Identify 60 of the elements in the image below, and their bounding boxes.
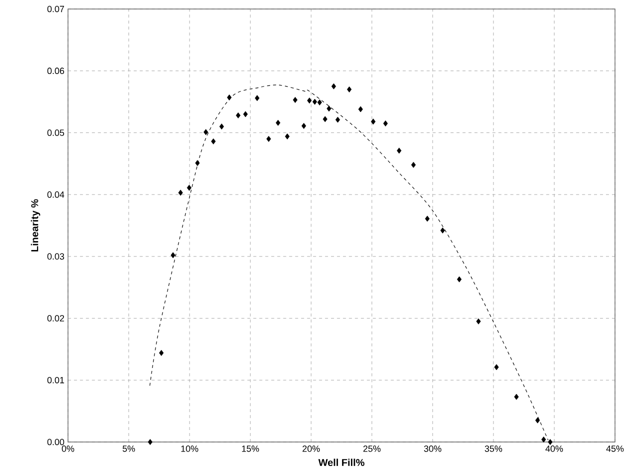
point [425, 216, 430, 222]
point [219, 124, 224, 130]
point [266, 136, 271, 142]
y-axis-title: Linearity % [30, 199, 40, 252]
x-tick-label: 0% [62, 446, 74, 452]
y-tick-label: 0.01 [47, 376, 64, 384]
point [326, 106, 332, 112]
y-tick-label: 0.06 [47, 68, 64, 74]
point [227, 94, 232, 100]
point [317, 99, 322, 106]
point [476, 318, 481, 324]
point [211, 138, 216, 144]
point [541, 436, 546, 443]
point [548, 439, 553, 445]
point [159, 350, 164, 356]
point [204, 129, 208, 136]
point [411, 162, 416, 168]
x-tick-label: 20% [302, 446, 320, 452]
point [148, 439, 152, 445]
point [322, 116, 328, 122]
x-tick-label: 40% [545, 446, 563, 452]
y-tick-label: 0.04 [47, 191, 64, 198]
x-tick-label: 15% [242, 446, 259, 452]
point [383, 120, 388, 126]
point [331, 83, 336, 90]
y-tick-label: 0.00 [47, 438, 64, 446]
point [457, 276, 462, 282]
point [346, 86, 352, 92]
x-tick-label: 45% [606, 446, 624, 452]
point [243, 111, 248, 118]
point [254, 95, 260, 102]
y-tick-label: 0.03 [47, 253, 64, 260]
point [302, 122, 306, 129]
point [335, 116, 340, 123]
point [284, 133, 290, 140]
point [440, 227, 445, 234]
point [292, 96, 298, 103]
point [170, 252, 176, 258]
point [236, 112, 240, 118]
y-tick-label: 0.02 [47, 315, 64, 322]
point [514, 394, 519, 400]
x-tick-label: 5% [122, 446, 135, 452]
point [358, 106, 363, 112]
x-axis-title: Well Fill% [318, 458, 364, 466]
point [396, 148, 402, 154]
x-tick-label: 30% [424, 446, 442, 452]
y-tick-label: 0.05 [47, 130, 64, 136]
point [276, 120, 280, 126]
point [370, 118, 376, 125]
point [312, 98, 318, 105]
point [178, 190, 183, 196]
point [307, 98, 312, 104]
point [494, 364, 499, 370]
x-tick-label: 35% [484, 446, 502, 452]
x-tick-label: 25% [363, 446, 381, 452]
point [186, 184, 192, 191]
y-tick-label: 0.07 [47, 6, 64, 12]
point [535, 417, 540, 424]
x-tick-label: 10% [181, 446, 198, 452]
point [195, 160, 200, 166]
